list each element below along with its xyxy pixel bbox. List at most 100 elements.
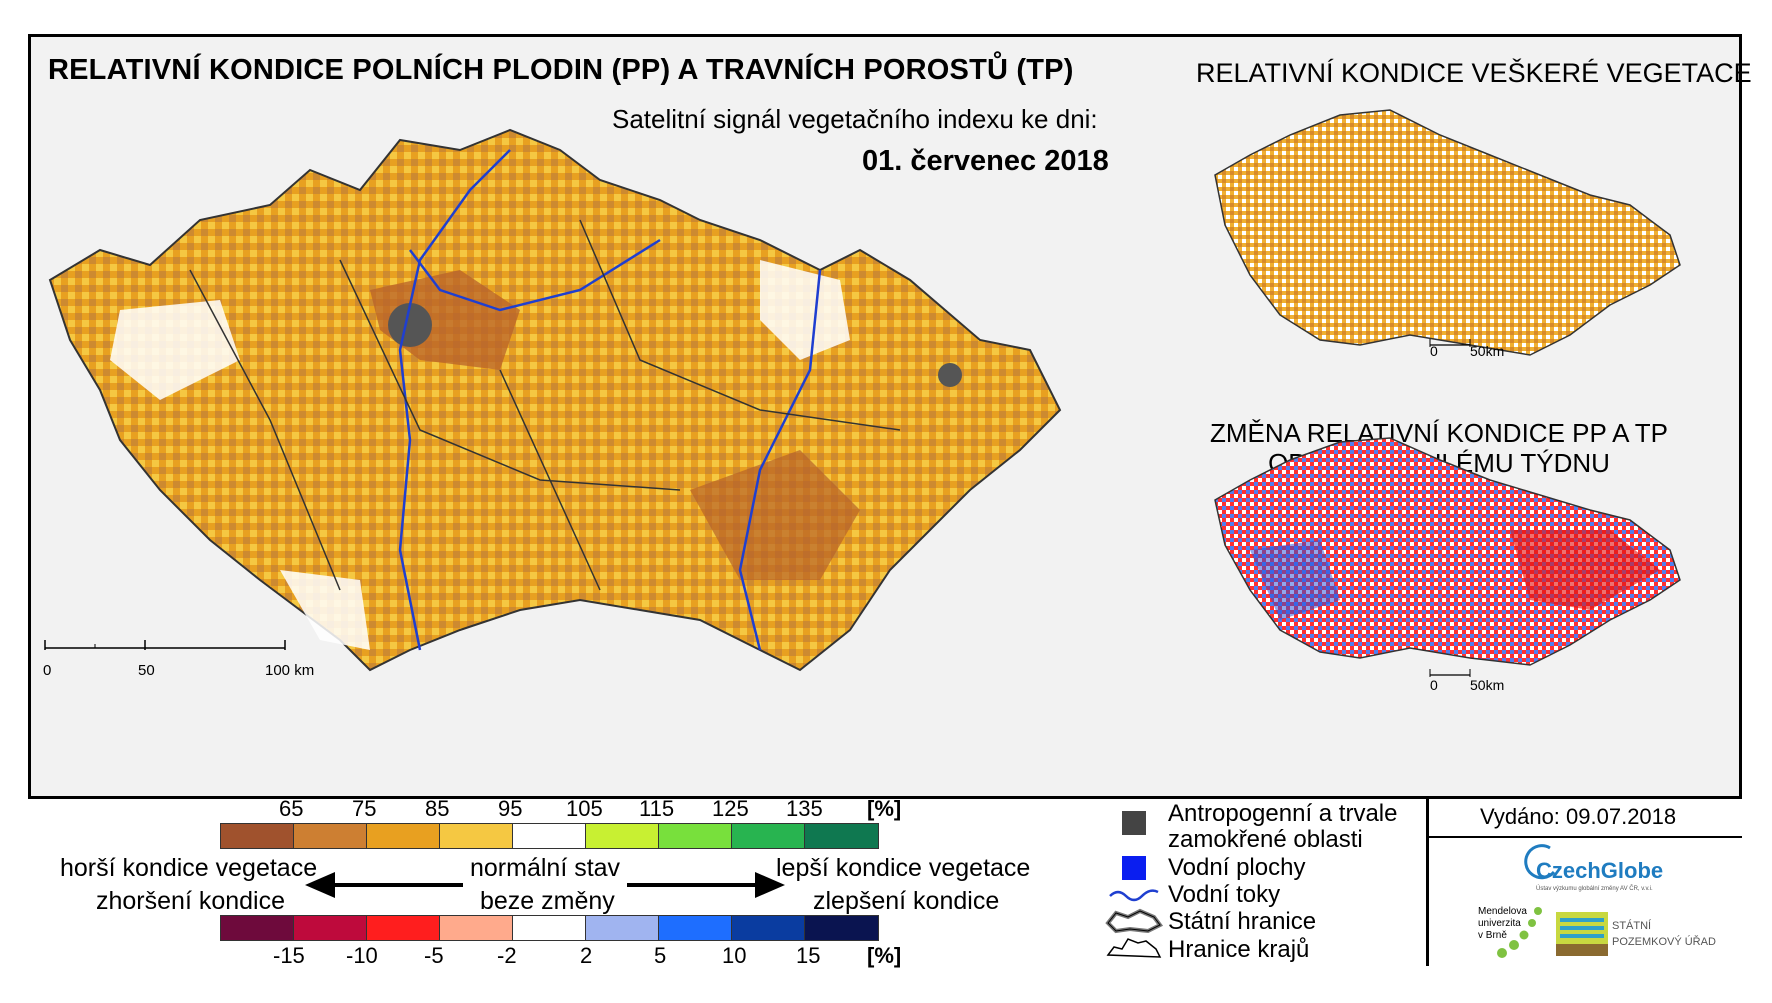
- condition-swatch-0: [221, 824, 294, 848]
- change-condition-map: [1214, 437, 1681, 677]
- cond-label-105: 105: [566, 796, 603, 821]
- white-zone-1: [110, 300, 240, 400]
- main-condition-map: [44, 128, 1062, 672]
- change-red-zone: [1510, 530, 1660, 610]
- region-borders: [189, 219, 901, 591]
- main-scale-bar: [44, 640, 286, 650]
- czechglobe-logo-icon: [1524, 844, 1556, 880]
- cond-label-95: 95: [498, 796, 523, 821]
- legend-anthro-1: Antropogenní a trvale: [1168, 800, 1398, 827]
- darker-zone-2: [690, 450, 860, 580]
- mendelu-logo-line3: v Brně: [1478, 930, 1507, 941]
- river-labe: [409, 238, 661, 312]
- river-line-icon: [1109, 889, 1159, 902]
- change-swatch-8: [805, 916, 878, 940]
- condition-swatch-2: [367, 824, 440, 848]
- legend-rivers: Vodní toky: [1168, 881, 1281, 908]
- caption-worse-1: horší kondice vegetace: [60, 854, 318, 882]
- small-scale-label-50-bottom: 50km: [1470, 677, 1505, 693]
- change-unit: [%]: [867, 943, 902, 968]
- small-scale-label-50-top: 50km: [1470, 343, 1505, 359]
- anthro-square-icon: [1122, 811, 1146, 835]
- change-swatch-5: [586, 916, 659, 940]
- condition-swatch-8: [805, 824, 878, 848]
- date-label: 01. červenec 2018: [862, 145, 1109, 177]
- arrow-right-icon: [627, 872, 785, 898]
- change-map-title-line1: ZMĚNA RELATIVNÍ KONDICE PP A TP: [1210, 418, 1669, 448]
- small-scale-label-0-top: 0: [1430, 343, 1438, 359]
- change-swatch-1: [294, 916, 367, 940]
- main-scale-label-50: 50: [138, 662, 155, 679]
- small-scale-label-0-bottom: 0: [1430, 677, 1438, 693]
- water-square-icon: [1122, 856, 1146, 880]
- white-zone-3: [280, 570, 370, 650]
- condition-swatch-6: [659, 824, 732, 848]
- cond-label-85: 85: [425, 796, 450, 821]
- region-border-icon: [1106, 938, 1162, 958]
- change-label-m2: -2: [497, 943, 517, 968]
- spu-logo-line1: STÁTNÍ: [1612, 920, 1652, 932]
- change-swatch-0: [221, 916, 294, 940]
- caption-normal-2: beze změny: [480, 887, 615, 915]
- condition-swatch-3: [440, 824, 513, 848]
- change-swatch-2: [367, 916, 440, 940]
- vegetation-country-shape: [1214, 109, 1681, 356]
- arrow-left-icon: [305, 872, 463, 898]
- main-scale-label-0: 0: [43, 662, 52, 679]
- cond-unit: [%]: [867, 796, 902, 821]
- change-swatch-6: [659, 916, 732, 940]
- change-label-15: 15: [796, 943, 821, 968]
- river-vltava: [398, 149, 511, 651]
- czech-republic-shape: [48, 128, 1062, 672]
- condition-swatch-4: [513, 824, 586, 848]
- change-blue-zone: [1250, 540, 1340, 620]
- subtitle: Satelitní signál vegetačního indexu ke d…: [612, 104, 1098, 134]
- caption-normal-1: normální stav: [470, 854, 621, 882]
- small-scale-bar-1: [1429, 339, 1471, 347]
- cond-label-115: 115: [639, 796, 675, 821]
- mendelu-logo-line1: Mendelova: [1478, 906, 1527, 917]
- mendelu-logo-line2: univerzita: [1478, 918, 1521, 929]
- caption-better-1: lepší kondice vegetace: [776, 854, 1031, 882]
- legend-anthro-2: zamokřené oblasti: [1168, 826, 1363, 853]
- change-label-5: 5: [654, 943, 667, 968]
- cond-label-65: 65: [279, 796, 304, 821]
- main-title: RELATIVNÍ KONDICE POLNÍCH PLODIN (PP) A …: [48, 54, 1074, 86]
- state-border-icon: [1105, 908, 1164, 934]
- condition-swatch-5: [586, 824, 659, 848]
- issued-divider: [1429, 836, 1742, 838]
- change-label-m15: -15: [273, 943, 305, 968]
- condition-swatch-1: [294, 824, 367, 848]
- change-label-m10: -10: [346, 943, 378, 968]
- legend-water-bodies: Vodní plochy: [1168, 854, 1306, 881]
- main-scale-label-100: 100 km: [265, 662, 315, 679]
- cond-label-135: 135: [786, 796, 823, 821]
- change-label-2: 2: [580, 943, 593, 968]
- caption-worse-2: zhoršení kondice: [96, 887, 286, 915]
- issued-date: Vydáno: 09.07.2018: [1480, 804, 1677, 829]
- change-label-10: 10: [722, 943, 747, 968]
- condition-color-ramp: [220, 823, 879, 849]
- spu-logo-line2: POZEMKOVÝ ÚŘAD: [1612, 936, 1716, 948]
- condition-swatch-7: [732, 824, 805, 848]
- ostrava-anthro-area: [938, 363, 962, 387]
- cond-label-125: 125: [712, 796, 749, 821]
- vegetation-condition-map: [1214, 109, 1681, 356]
- change-swatch-3: [440, 916, 513, 940]
- spu-logo-icon: [1556, 912, 1608, 956]
- white-zone-2: [760, 260, 850, 360]
- small-scale-bar-2: [1429, 669, 1471, 677]
- change-swatch-4: [513, 916, 586, 940]
- river-morava: [738, 269, 822, 651]
- legend-state-border: Státní hranice: [1168, 908, 1317, 935]
- czechglobe-logo-text: CzechGlobe: [1536, 858, 1664, 883]
- prague-anthro-area: [388, 303, 432, 347]
- cond-label-75: 75: [352, 796, 377, 821]
- vegetation-map-title: RELATIVNÍ KONDICE VEŠKERÉ VEGETACE: [1196, 58, 1752, 88]
- change-swatch-7: [732, 916, 805, 940]
- caption-better-2: zlepšení kondice: [813, 887, 1000, 915]
- issued-box: [1426, 796, 1742, 966]
- legend-region-border: Hranice krajů: [1168, 936, 1310, 963]
- change-label-m5: -5: [424, 943, 444, 968]
- mendelu-dots-icon: [1497, 907, 1542, 958]
